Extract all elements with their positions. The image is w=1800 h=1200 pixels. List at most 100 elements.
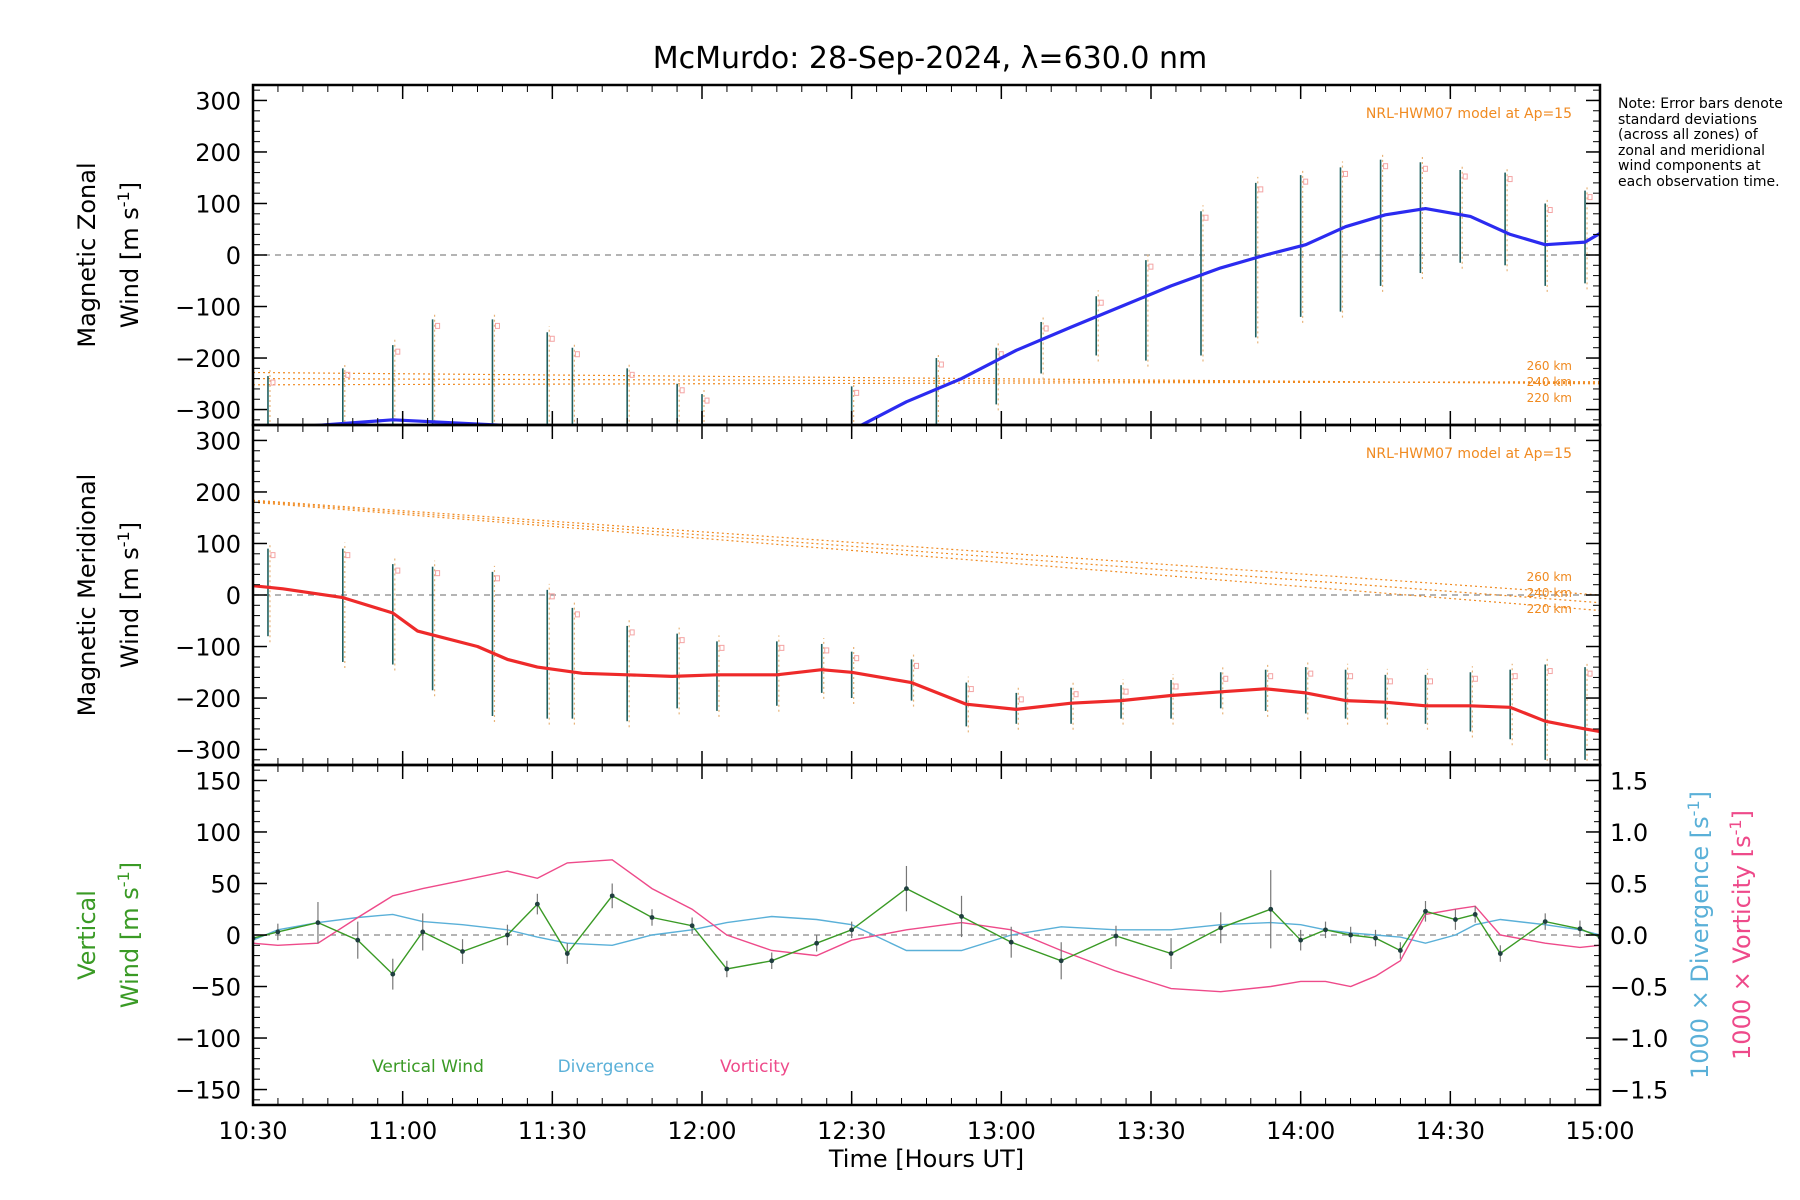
y-axis-label-line1: Magnetic Meridional [73, 474, 101, 717]
y-axis-label-line2: Wind [m s-1] [114, 522, 144, 668]
zone-marker [574, 351, 580, 358]
zone-marker [270, 552, 276, 559]
zone-marker [629, 371, 635, 378]
panel-vertical: 1.5 1.0 0.5 0.0 −0.5 −1.0 −1.5 1000 × Divergenc… [73, 763, 1756, 1107]
vertical-wind-point [1058, 958, 1064, 964]
model-line-240km [253, 378, 1600, 384]
y-tick-label: −300 [175, 397, 241, 425]
x-tick-label: 14:30 [1416, 1117, 1485, 1145]
zone-marker [574, 611, 580, 618]
legend-item: Vertical Wind [372, 1057, 484, 1077]
divergence-axis-label: 1000 × Divergence [s-1] [1684, 791, 1714, 1079]
legend-item: Vorticity [720, 1057, 790, 1077]
vertical-wind-point [1423, 908, 1428, 914]
vertical-wind-point [315, 920, 321, 926]
y-axis-label-line1: Magnetic Zonal [73, 162, 101, 347]
error-bar-note: Note: Error bars denote standard deviati… [1618, 96, 1783, 190]
zone-marker [1098, 299, 1104, 306]
zone-marker [395, 567, 401, 574]
y-tick-label: 0 [226, 242, 241, 270]
zone-marker [1148, 263, 1154, 270]
vertical-wind-point [724, 966, 730, 972]
zone-marker [549, 593, 555, 600]
model-line-220km [253, 501, 1600, 612]
y2-tick-label: 1.5 [1610, 767, 1648, 795]
vertical-wind-point [1497, 951, 1503, 956]
y2-tick-label: 0.0 [1610, 922, 1648, 950]
zone-marker [1303, 178, 1309, 185]
y-tick-label: −200 [175, 345, 241, 373]
zone-marker [914, 662, 920, 669]
zone-marker [854, 389, 860, 396]
vertical-wind-point [564, 951, 570, 956]
zone-marker [1427, 678, 1433, 685]
y-tick-label: 300 [195, 87, 241, 115]
y2-tick-label: 0.5 [1610, 870, 1648, 898]
vertical-wind-point [1168, 951, 1174, 956]
y2-tick-label: −0.5 [1610, 974, 1668, 1002]
altitude-label: 260 km [1527, 359, 1572, 373]
x-tick-label: 11:30 [518, 1117, 587, 1145]
zone-marker [1043, 325, 1049, 332]
zone-marker [704, 397, 710, 404]
zone-marker [1462, 173, 1468, 180]
vertical-wind-point [1453, 917, 1458, 922]
zone-marker [494, 322, 500, 329]
y-tick-label: −300 [175, 737, 241, 765]
zone-marker [854, 655, 860, 662]
zone-marker [1547, 206, 1553, 213]
zone-marker [968, 686, 974, 693]
zone-marker [1308, 670, 1314, 677]
vertical-wind-point [849, 927, 855, 933]
x-tick-label: 13:30 [1116, 1117, 1185, 1145]
panel-zonal: 260 km 240 km 220 km NRL-HWM07 model at Ap=… [73, 83, 1602, 427]
model-label: NRL-HWM07 model at Ap=15 [1366, 106, 1572, 122]
y-tick-label: −100 [175, 1025, 241, 1053]
zone-marker [629, 629, 635, 636]
vertical-wind-point [1113, 933, 1119, 939]
zone-marker [679, 387, 685, 394]
zone-marker [1018, 696, 1024, 703]
altitude-label: 220 km [1527, 391, 1572, 405]
y-tick-label: 200 [195, 139, 241, 167]
model-line-260km [253, 499, 1600, 596]
vertical-wind-point [460, 949, 465, 954]
zone-marker [1123, 688, 1129, 695]
vertical-wind-point [1323, 927, 1328, 933]
zone-marker [1422, 165, 1428, 172]
model-line-220km [253, 381, 1600, 386]
x-tick-label: 13:00 [967, 1117, 1036, 1145]
vertical-wind-point [1472, 911, 1478, 917]
zone-marker [345, 371, 351, 378]
zonal-wind-line [301, 207, 1600, 425]
x-tick-label: 14:00 [1266, 1117, 1335, 1145]
zone-marker [938, 361, 944, 368]
zone-marker [395, 348, 401, 355]
vertical-wind-point [814, 940, 820, 946]
zone-marker [270, 379, 276, 386]
vertical-wind-point [1542, 919, 1548, 925]
model-line-240km [253, 500, 1600, 604]
chart-title: McMurdo: 28-Sep-2024, λ=630.0 nm [653, 41, 1207, 76]
zone-marker [719, 644, 725, 651]
vertical-wind-point [534, 901, 540, 907]
y-tick-label: 100 [195, 530, 241, 558]
y-tick-label: −100 [175, 294, 241, 322]
y-tick-label: 100 [195, 190, 241, 218]
altitude-label: 240 km [1527, 586, 1572, 600]
y-tick-label: −50 [190, 974, 241, 1002]
zone-marker [1348, 673, 1354, 680]
meridional-wind-line [253, 584, 1600, 734]
y2-tick-label: −1.5 [1610, 1077, 1668, 1105]
y-axis-label-line1: Vertical [73, 890, 101, 980]
vertical-wind-point [1298, 937, 1304, 943]
zone-marker [679, 637, 685, 644]
zone-marker [435, 322, 441, 329]
zone-marker [1073, 691, 1079, 698]
y-tick-label: −150 [175, 1077, 241, 1105]
zone-marker [1547, 668, 1553, 675]
zone-marker [1507, 176, 1513, 183]
y-tick-label: 300 [195, 427, 241, 455]
zone-marker [1173, 683, 1179, 690]
